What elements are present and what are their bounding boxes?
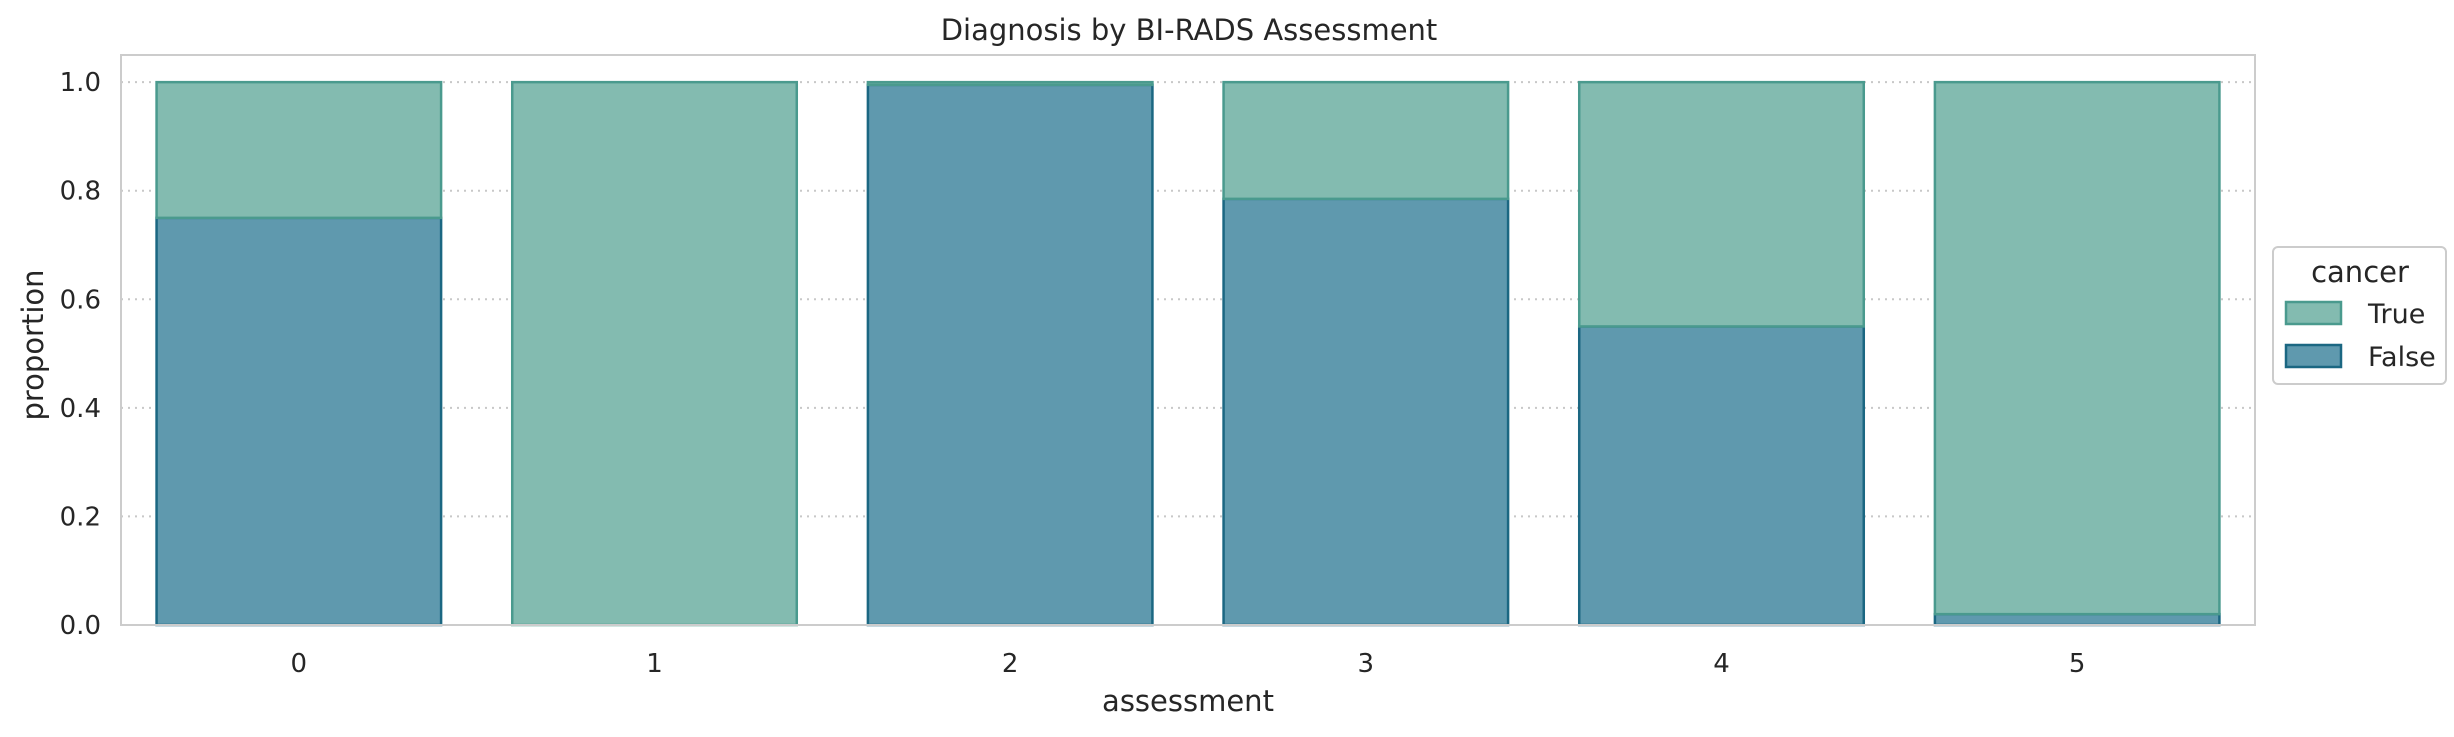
bar-false-5 <box>1933 612 2221 627</box>
bar-true-1 <box>510 80 799 627</box>
y-tick-label: 0.6 <box>60 285 101 315</box>
bar-true-0 <box>155 80 443 220</box>
y-tick-labels: 0.0 0.2 0.4 0.6 0.8 1.0 <box>60 68 101 641</box>
bars-layer <box>155 80 2221 627</box>
y-tick-label: 0.0 <box>60 611 101 641</box>
legend-swatch-true <box>2284 300 2343 326</box>
y-tick-label: 1.0 <box>60 68 101 98</box>
bar-true-2 <box>866 80 1154 87</box>
x-tick-label: 3 <box>1358 649 1375 679</box>
bar-false-0 <box>155 216 443 627</box>
y-tick-label: 0.2 <box>60 502 101 532</box>
legend-label-false: False <box>2368 342 2436 373</box>
y-tick-label: 0.8 <box>60 177 101 207</box>
legend: cancer True False <box>2272 246 2447 385</box>
x-tick-label: 5 <box>2069 649 2086 679</box>
plot-frame <box>120 54 2256 626</box>
x-tick-label: 4 <box>1713 649 1730 679</box>
bar-false-4 <box>1577 325 1866 627</box>
x-axis-label: assessment <box>1102 684 1274 718</box>
y-axis-label: proportion <box>16 269 50 420</box>
y-tick-label: 0.4 <box>60 394 101 424</box>
bar-false-2 <box>866 83 1154 627</box>
x-tick-label: 0 <box>291 649 308 679</box>
bar-true-4 <box>1577 80 1866 328</box>
bar-true-5 <box>1933 80 2221 616</box>
legend-items: True False <box>2284 299 2436 373</box>
x-tick-labels: 0 1 2 3 4 5 <box>291 649 2086 679</box>
legend-label-true: True <box>2367 299 2425 330</box>
bar-true-3 <box>1222 80 1510 201</box>
chart-title: Diagnosis by BI-RADS Assessment <box>941 13 1438 47</box>
x-tick-label: 1 <box>646 649 663 679</box>
legend-swatch-false <box>2284 343 2343 369</box>
bar-false-3 <box>1222 197 1510 627</box>
legend-title: cancer <box>2311 255 2409 289</box>
x-tick-label: 2 <box>1002 649 1019 679</box>
